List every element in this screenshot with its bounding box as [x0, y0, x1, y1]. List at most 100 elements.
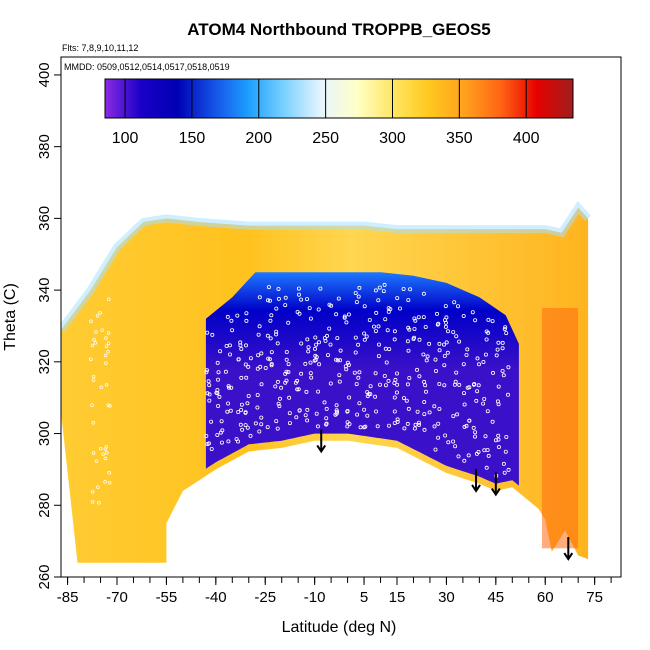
- sample-point: [412, 316, 417, 321]
- sample-point: [236, 409, 241, 414]
- sample-point: [484, 337, 489, 342]
- sample-point: [274, 306, 279, 311]
- sample-point: [210, 332, 215, 337]
- sample-point: [373, 371, 378, 376]
- sample-point: [406, 298, 411, 303]
- sample-point: [304, 389, 309, 394]
- sample-point: [308, 360, 313, 365]
- sample-point: [433, 368, 438, 373]
- sample-point: [432, 424, 437, 429]
- sample-point: [501, 373, 506, 378]
- sample-point: [493, 438, 498, 443]
- sample-point: [225, 409, 230, 414]
- sample-point: [100, 328, 104, 332]
- sample-point: [313, 353, 318, 358]
- sample-point: [386, 309, 391, 314]
- sample-point: [432, 404, 437, 409]
- sample-point: [274, 419, 279, 424]
- sample-point: [90, 500, 95, 504]
- sample-point: [365, 390, 370, 395]
- sample-point: [385, 328, 390, 333]
- sample-point: [323, 338, 328, 343]
- sample-point: [356, 294, 361, 299]
- sample-point: [462, 402, 467, 407]
- sample-point: [443, 304, 448, 309]
- sample-point: [269, 350, 274, 355]
- chart-title: ATOM4 Northbound TROPPB_GEOS5: [187, 20, 491, 39]
- sample-point: [386, 378, 391, 383]
- sample-point: [386, 423, 391, 428]
- sample-point: [404, 398, 409, 403]
- x-tick-label: 30: [438, 589, 455, 606]
- sample-point: [265, 298, 270, 303]
- sample-point: [277, 404, 282, 409]
- sample-point: [91, 421, 96, 425]
- sample-point: [269, 361, 274, 366]
- tropopause-arrows: [316, 429, 574, 561]
- sample-point: [383, 317, 388, 322]
- sample-point: [89, 319, 93, 324]
- sample-point: [503, 325, 508, 330]
- sample-point: [94, 330, 98, 334]
- sample-point: [257, 295, 262, 300]
- sample-point: [296, 292, 301, 297]
- sample-point: [336, 296, 341, 301]
- colorbar-ticks: 100 150 200 250 300 350 400: [112, 79, 540, 147]
- sample-point: [91, 378, 96, 382]
- sample-point: [263, 365, 268, 370]
- sample-point: [279, 385, 284, 390]
- sample-point: [401, 396, 406, 401]
- sample-point: [244, 311, 249, 316]
- sample-point: [374, 409, 379, 414]
- sample-point: [505, 392, 510, 397]
- sample-point: [455, 304, 460, 309]
- sample-point: [253, 421, 258, 426]
- sample-point: [277, 396, 282, 401]
- sample-point: [284, 349, 289, 354]
- sample-point: [239, 402, 244, 407]
- sample-point: [395, 382, 400, 387]
- sample-point: [368, 392, 373, 397]
- sample-point: [417, 337, 422, 342]
- sample-point: [376, 324, 381, 329]
- sample-point: [376, 354, 381, 359]
- sample-point: [334, 403, 339, 408]
- sample-point: [445, 350, 450, 355]
- x-tick-label: 15: [389, 589, 406, 606]
- sample-point: [444, 340, 449, 345]
- sample-point: [207, 392, 212, 397]
- sample-point: [303, 413, 308, 418]
- sample-point: [427, 341, 432, 346]
- sample-point: [255, 366, 260, 371]
- sample-point: [494, 353, 499, 358]
- sample-point: [318, 286, 323, 291]
- sample-point: [268, 318, 273, 323]
- sample-point: [441, 342, 446, 347]
- sample-point: [496, 444, 501, 449]
- sample-point: [344, 367, 349, 372]
- sample-point: [471, 382, 476, 387]
- sample-point: [443, 320, 448, 325]
- sample-point: [337, 373, 342, 378]
- sample-point: [443, 433, 448, 438]
- plot-area: [61, 201, 592, 563]
- y-tick-label: 320: [36, 349, 53, 374]
- sample-point: [467, 418, 472, 423]
- colorbar-tick-label: 350: [446, 130, 473, 147]
- sample-point: [357, 370, 362, 375]
- colorbar-tick-label: 100: [112, 130, 139, 147]
- sample-point: [206, 441, 211, 446]
- sample-point: [305, 407, 310, 412]
- x-axis: -85 -70 -55 -40 -25 -10 5 15 30 45 60 75: [57, 577, 612, 606]
- sample-point: [246, 393, 251, 398]
- sample-point: [338, 358, 343, 363]
- y-tick-label: 340: [36, 278, 53, 303]
- sample-point: [205, 330, 210, 335]
- sample-point: [107, 297, 111, 301]
- sample-point: [416, 420, 421, 425]
- sample-point: [357, 285, 362, 290]
- sample-point: [462, 424, 467, 429]
- sample-point: [376, 342, 381, 347]
- sample-point: [457, 382, 462, 387]
- sample-point: [376, 298, 381, 303]
